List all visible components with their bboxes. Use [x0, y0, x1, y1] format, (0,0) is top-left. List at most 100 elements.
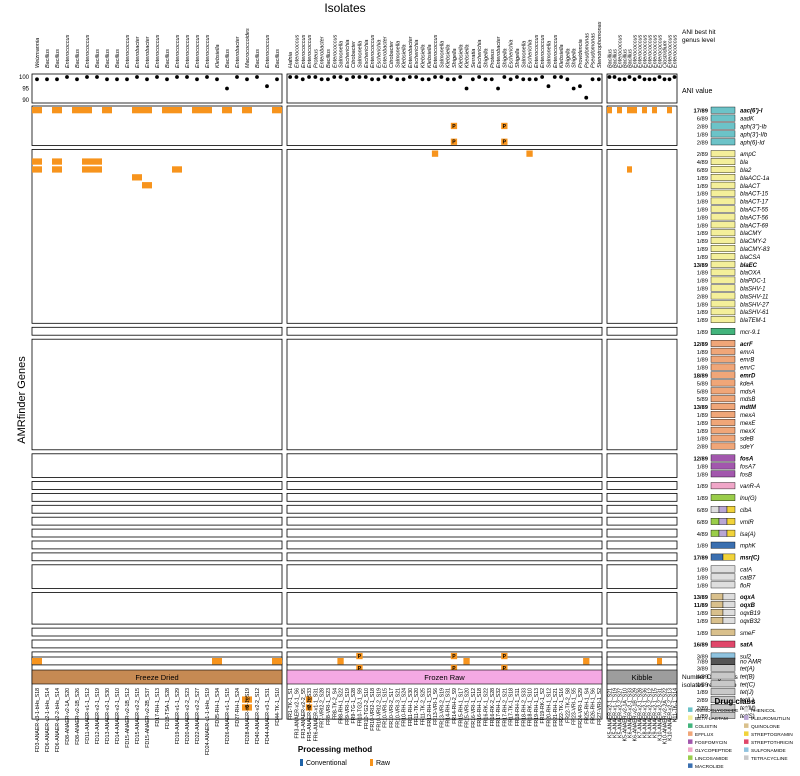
class-swatch — [710, 494, 736, 501]
isolate-label: FD15-ANAER-v2-2_S15 — [135, 688, 141, 744]
presence-cell — [132, 174, 142, 181]
processing-swatch — [300, 759, 303, 766]
ani-point — [300, 77, 305, 82]
gene-count: 2/89 — [697, 140, 708, 146]
genus-label: Citrobacter — [389, 40, 395, 68]
class-swatch — [710, 581, 736, 589]
gene-block-frame — [31, 504, 283, 514]
drug-class-swatch — [744, 707, 749, 712]
presence-cell — [192, 107, 202, 114]
isolate-label: FR17-RH-2_S21 — [502, 688, 508, 727]
isolate-label: FR10-VRI2-1_S18 — [370, 688, 376, 731]
ani-point — [65, 75, 69, 79]
isolate-label: FD19-ANAER-v1-1_S29 — [175, 688, 181, 744]
ani-point — [652, 77, 657, 82]
gene-name: bla — [740, 160, 749, 166]
isolate-label: FD12-ANAER-v2-1_S19 — [95, 688, 101, 744]
presence-cell — [272, 107, 282, 114]
presence-cell — [652, 107, 657, 114]
isolate-label: FR21-RH-1_S21 — [553, 688, 559, 727]
genus-label: Enterococcus — [540, 34, 546, 68]
ani-point — [642, 77, 647, 82]
genus-label: Enterococcus — [653, 34, 659, 68]
isolate-label: FD44-ANAER-v3-1_S31 — [265, 688, 271, 744]
gene-count: 1/89 — [697, 215, 708, 221]
gene-count: 5/89 — [697, 397, 708, 403]
gene-count: 16/89 — [693, 643, 708, 649]
class-swatch — [710, 363, 736, 371]
isolate-label: FR8-RH-1_S22 — [339, 688, 345, 724]
gene-name: blaEC — [740, 263, 758, 269]
isolate-label: FD17-RH-1_S13 — [155, 688, 161, 727]
method-panels: Freeze Dried Frozen Raw Kibble — [31, 669, 678, 685]
class-swatch — [710, 462, 736, 470]
gene-count: 7/89 — [697, 660, 708, 666]
genus-label: Escherichia — [528, 40, 534, 68]
drug-class-label: STREPTOTHRICIN — [751, 740, 794, 746]
presence-cell — [52, 166, 62, 173]
plasmid-cell — [501, 664, 508, 672]
isolate-label: FR18-RH-1_S11 — [515, 688, 521, 726]
gene-count: 1/89 — [697, 429, 708, 435]
ani-point — [245, 77, 249, 82]
gene-block-frame — [286, 504, 603, 514]
processing-legend-title: Processing method — [298, 745, 372, 754]
genus-label: Klebsiella — [446, 44, 452, 68]
isolate-label: FR19-RK-1_S2 — [540, 688, 546, 724]
gene-name: catB7 — [740, 575, 756, 581]
gene-count: 1/89 — [697, 302, 708, 308]
class-swatch — [710, 245, 736, 252]
class-swatch — [718, 529, 728, 537]
ani-point — [75, 77, 79, 82]
plasmid-marker: P — [358, 666, 362, 672]
ani-point — [255, 75, 259, 79]
class-swatch — [710, 712, 736, 719]
gene-count: 1/89 — [697, 575, 708, 581]
class-swatch — [710, 181, 736, 189]
presence-cell — [172, 166, 182, 173]
isolate-label: FR9-TG-1_S28 — [351, 688, 357, 724]
isolate-label: K5-ANAER-v2-1A_S10 — [623, 688, 629, 741]
presence-cell — [617, 107, 622, 114]
genus-label: Shigella — [572, 48, 578, 68]
genus-label: Salmonella — [521, 41, 527, 68]
class-swatch — [710, 426, 736, 434]
class-swatch — [710, 379, 736, 387]
presence-cell — [32, 107, 42, 114]
plasmid-cell — [356, 664, 363, 672]
genus-label: Bacillus — [225, 49, 231, 68]
class-swatch — [718, 518, 728, 525]
presence-cell — [82, 166, 92, 173]
processing-label: Conventional — [306, 760, 347, 767]
class-swatch — [710, 680, 736, 688]
gene-name: mdsB — [740, 397, 755, 403]
genus-label: Weizmannia — [35, 38, 41, 68]
presence-cell — [142, 182, 152, 189]
ani-point — [414, 75, 419, 79]
isolate-label: FD3-ANAER-v3-1-bHs_S18 — [35, 688, 41, 752]
gene-count: 18/89 — [693, 374, 708, 380]
isolate-label: K10-ANAER-v2-2A_S22 — [663, 688, 669, 744]
ani-panel — [286, 73, 603, 104]
gene-count: 1/89 — [697, 358, 708, 364]
class-swatch — [710, 395, 736, 403]
gene-block-frame — [286, 592, 603, 625]
presence-cell — [202, 107, 212, 114]
ani-point — [515, 75, 519, 79]
gene-block-frame — [286, 540, 603, 550]
presence-cell — [72, 107, 82, 114]
plasmid-marker: P — [503, 666, 507, 672]
class-swatch — [710, 284, 736, 292]
gene-block-frame — [286, 453, 603, 478]
drug-class-label: BETA-LACTAM — [695, 716, 728, 722]
isolate-label: FD13-ANAER-v2-1_S30 — [105, 688, 111, 744]
gene-block-frame — [31, 656, 283, 666]
gene-count: 1/89 — [697, 223, 708, 229]
gene-name: blaACT-17 — [740, 200, 769, 206]
gene-name: tet(A) — [740, 667, 755, 673]
gene-count: 1/89 — [697, 496, 708, 502]
class-swatch — [710, 411, 736, 418]
gene-count: 5/89 — [697, 381, 708, 387]
gene-count: 4/89 — [697, 532, 708, 538]
class-swatch — [710, 454, 736, 462]
